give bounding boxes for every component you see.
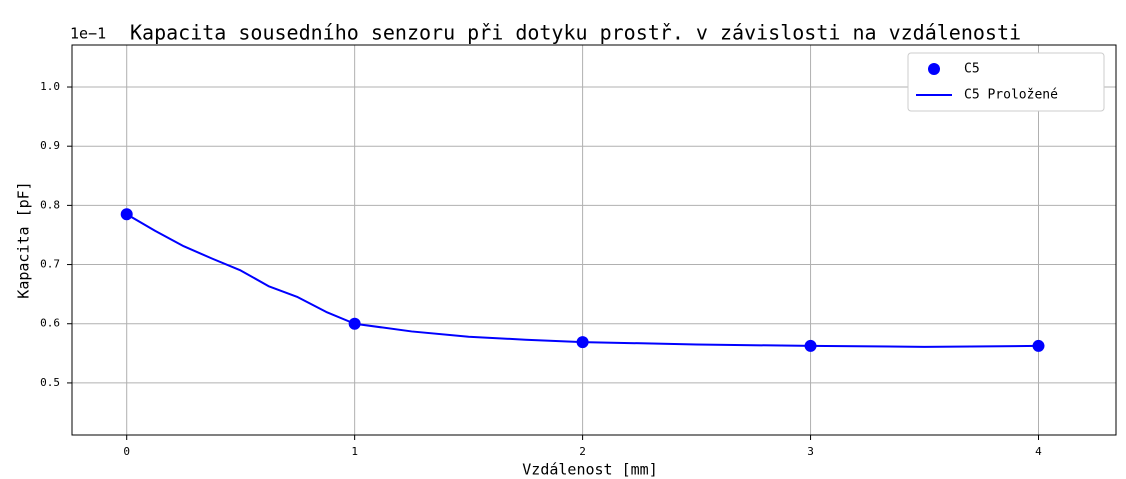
chart-title: Kapacita sousedního senzoru při dotyku p… [130,21,1021,45]
y-tick-label: 1.0 [40,80,60,93]
legend-label: C5 Proložené [964,88,1058,103]
x-tick-label: 3 [807,445,814,458]
legend-marker [928,63,940,75]
legend-box [907,52,1105,112]
offset-label: 1e−1 [70,25,106,43]
y-tick-label: 0.9 [40,139,60,152]
y-axis-label: Kapacita [pF] [15,181,33,298]
y-tick-label: 0.5 [40,376,60,389]
x-tick-label: 2 [579,445,586,458]
y-tick-label: 0.8 [40,198,60,211]
y-tick-label: 0.7 [40,258,60,271]
x-tick-label: 0 [123,445,130,458]
plot-frame [71,44,1117,436]
legend-label: C5 [964,62,980,77]
y-tick-label: 0.6 [40,317,60,330]
data-line [126,213,1039,348]
x-tick-label: 4 [1035,445,1042,458]
x-tick-label: 1 [351,445,358,458]
x-axis-label: Vzdálenost [mm] [522,461,657,479]
